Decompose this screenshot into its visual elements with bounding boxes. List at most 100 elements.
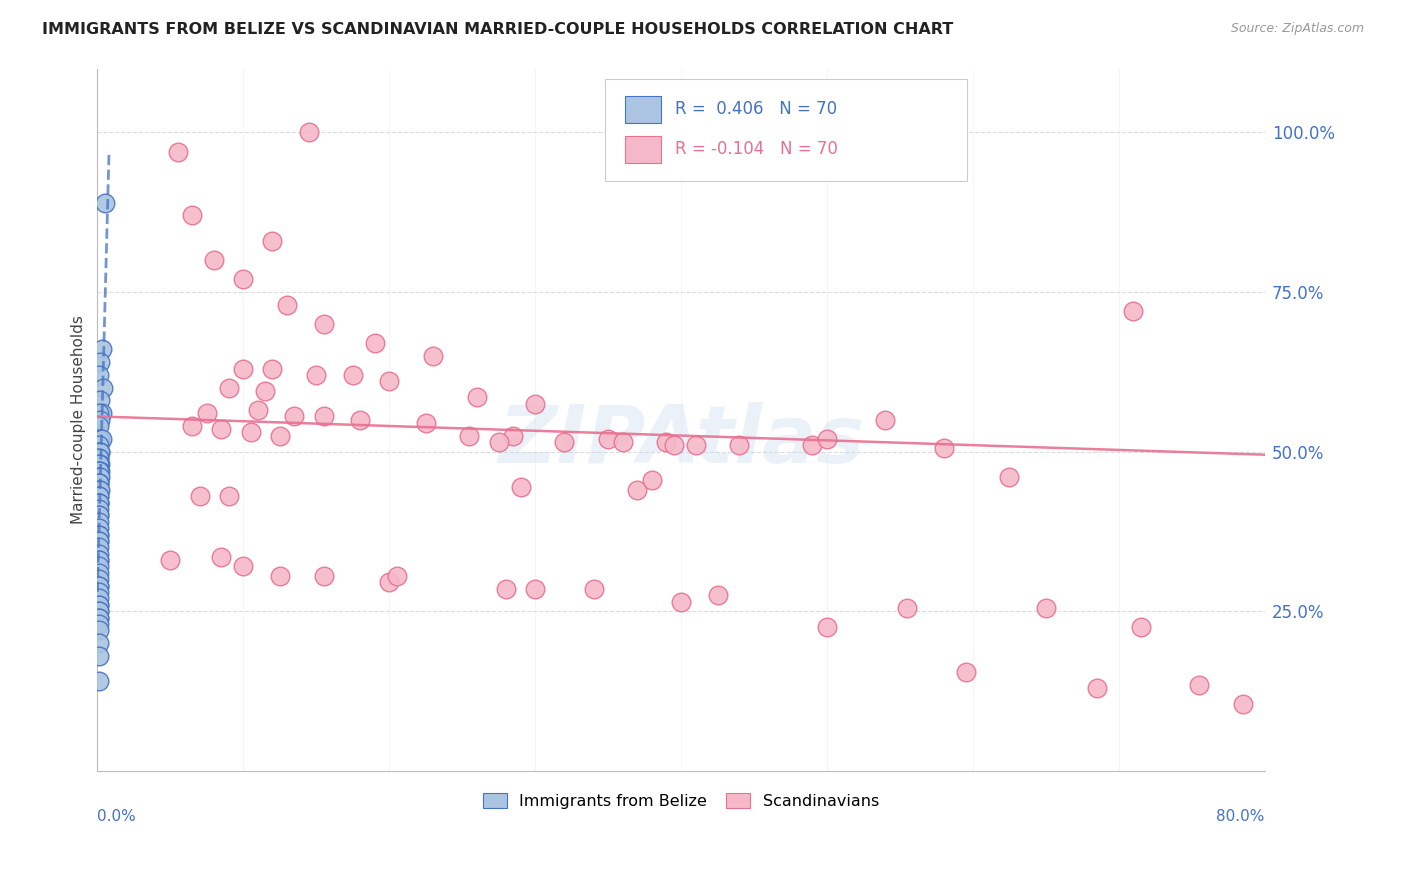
Point bbox=[87, 578, 110, 592]
Point bbox=[298, 125, 321, 139]
Point bbox=[87, 585, 110, 599]
Point bbox=[87, 495, 110, 509]
Point bbox=[188, 489, 211, 503]
Point bbox=[815, 620, 838, 634]
Point bbox=[378, 374, 401, 388]
Point bbox=[87, 648, 110, 663]
FancyBboxPatch shape bbox=[626, 136, 661, 162]
Text: R = -0.104   N = 70: R = -0.104 N = 70 bbox=[675, 140, 838, 158]
Point bbox=[89, 412, 111, 426]
Point bbox=[1188, 677, 1211, 691]
Text: 0.0%: 0.0% bbox=[97, 809, 136, 824]
Point bbox=[385, 569, 408, 583]
Point bbox=[283, 409, 305, 424]
Point bbox=[87, 515, 110, 529]
Point bbox=[87, 489, 110, 503]
Point bbox=[246, 403, 269, 417]
Point bbox=[685, 438, 707, 452]
Text: Source: ZipAtlas.com: Source: ZipAtlas.com bbox=[1230, 22, 1364, 36]
FancyBboxPatch shape bbox=[626, 96, 661, 122]
Point bbox=[349, 412, 371, 426]
Point bbox=[209, 422, 232, 436]
Point bbox=[312, 317, 335, 331]
Point bbox=[91, 381, 114, 395]
Point bbox=[232, 361, 254, 376]
Point bbox=[955, 665, 977, 679]
Point bbox=[1085, 681, 1108, 695]
FancyBboxPatch shape bbox=[605, 79, 967, 181]
Point bbox=[87, 616, 110, 631]
Point bbox=[87, 483, 110, 497]
Point bbox=[87, 533, 110, 548]
Point bbox=[87, 674, 110, 689]
Point bbox=[342, 368, 364, 382]
Point bbox=[209, 549, 232, 564]
Point bbox=[87, 610, 110, 624]
Point bbox=[87, 553, 110, 567]
Point bbox=[89, 355, 111, 369]
Point bbox=[87, 604, 110, 618]
Point bbox=[896, 601, 918, 615]
Text: IMMIGRANTS FROM BELIZE VS SCANDINAVIAN MARRIED-COUPLE HOUSEHOLDS CORRELATION CHA: IMMIGRANTS FROM BELIZE VS SCANDINAVIAN M… bbox=[42, 22, 953, 37]
Point bbox=[641, 473, 664, 487]
Point bbox=[87, 450, 110, 465]
Point bbox=[87, 489, 110, 503]
Point bbox=[87, 624, 110, 638]
Point bbox=[262, 361, 284, 376]
Point bbox=[1035, 601, 1057, 615]
Y-axis label: Married-couple Households: Married-couple Households bbox=[72, 315, 86, 524]
Point bbox=[87, 508, 110, 523]
Text: ZIPAtlas: ZIPAtlas bbox=[498, 401, 865, 480]
Point bbox=[159, 553, 181, 567]
Point bbox=[87, 604, 110, 618]
Point bbox=[87, 444, 110, 458]
Point bbox=[89, 444, 111, 458]
Point bbox=[305, 368, 328, 382]
Point bbox=[998, 470, 1021, 484]
Point bbox=[93, 195, 115, 210]
Point bbox=[87, 541, 110, 555]
Point bbox=[662, 438, 685, 452]
Point bbox=[312, 409, 335, 424]
Point bbox=[87, 368, 110, 382]
Point bbox=[89, 464, 111, 478]
Point bbox=[87, 419, 110, 434]
Point bbox=[87, 495, 110, 509]
Point bbox=[90, 343, 112, 357]
Point bbox=[90, 432, 112, 446]
Point bbox=[87, 547, 110, 561]
Point bbox=[87, 464, 110, 478]
Point bbox=[232, 272, 254, 286]
Point bbox=[495, 582, 517, 596]
Point bbox=[87, 610, 110, 624]
Point bbox=[90, 406, 112, 420]
Point bbox=[87, 533, 110, 548]
Point bbox=[262, 234, 284, 248]
Point bbox=[87, 483, 110, 497]
Point bbox=[1232, 697, 1254, 711]
Point bbox=[166, 145, 188, 159]
Point bbox=[87, 432, 110, 446]
Point bbox=[626, 483, 648, 497]
Point bbox=[181, 419, 204, 434]
Point bbox=[87, 598, 110, 612]
Text: R =  0.406   N = 70: R = 0.406 N = 70 bbox=[675, 100, 837, 119]
Point bbox=[87, 476, 110, 491]
Point bbox=[524, 397, 547, 411]
Point bbox=[502, 428, 524, 442]
Point bbox=[465, 390, 488, 404]
Point bbox=[87, 470, 110, 484]
Point bbox=[87, 444, 110, 458]
Point bbox=[89, 458, 111, 472]
Point bbox=[655, 434, 678, 449]
Point bbox=[582, 582, 605, 596]
Point bbox=[181, 208, 204, 222]
Point bbox=[875, 412, 897, 426]
Point bbox=[87, 527, 110, 541]
Point bbox=[239, 425, 262, 440]
Point bbox=[87, 598, 110, 612]
Point bbox=[87, 559, 110, 574]
Point bbox=[87, 566, 110, 580]
Point bbox=[524, 582, 547, 596]
Point bbox=[312, 569, 335, 583]
